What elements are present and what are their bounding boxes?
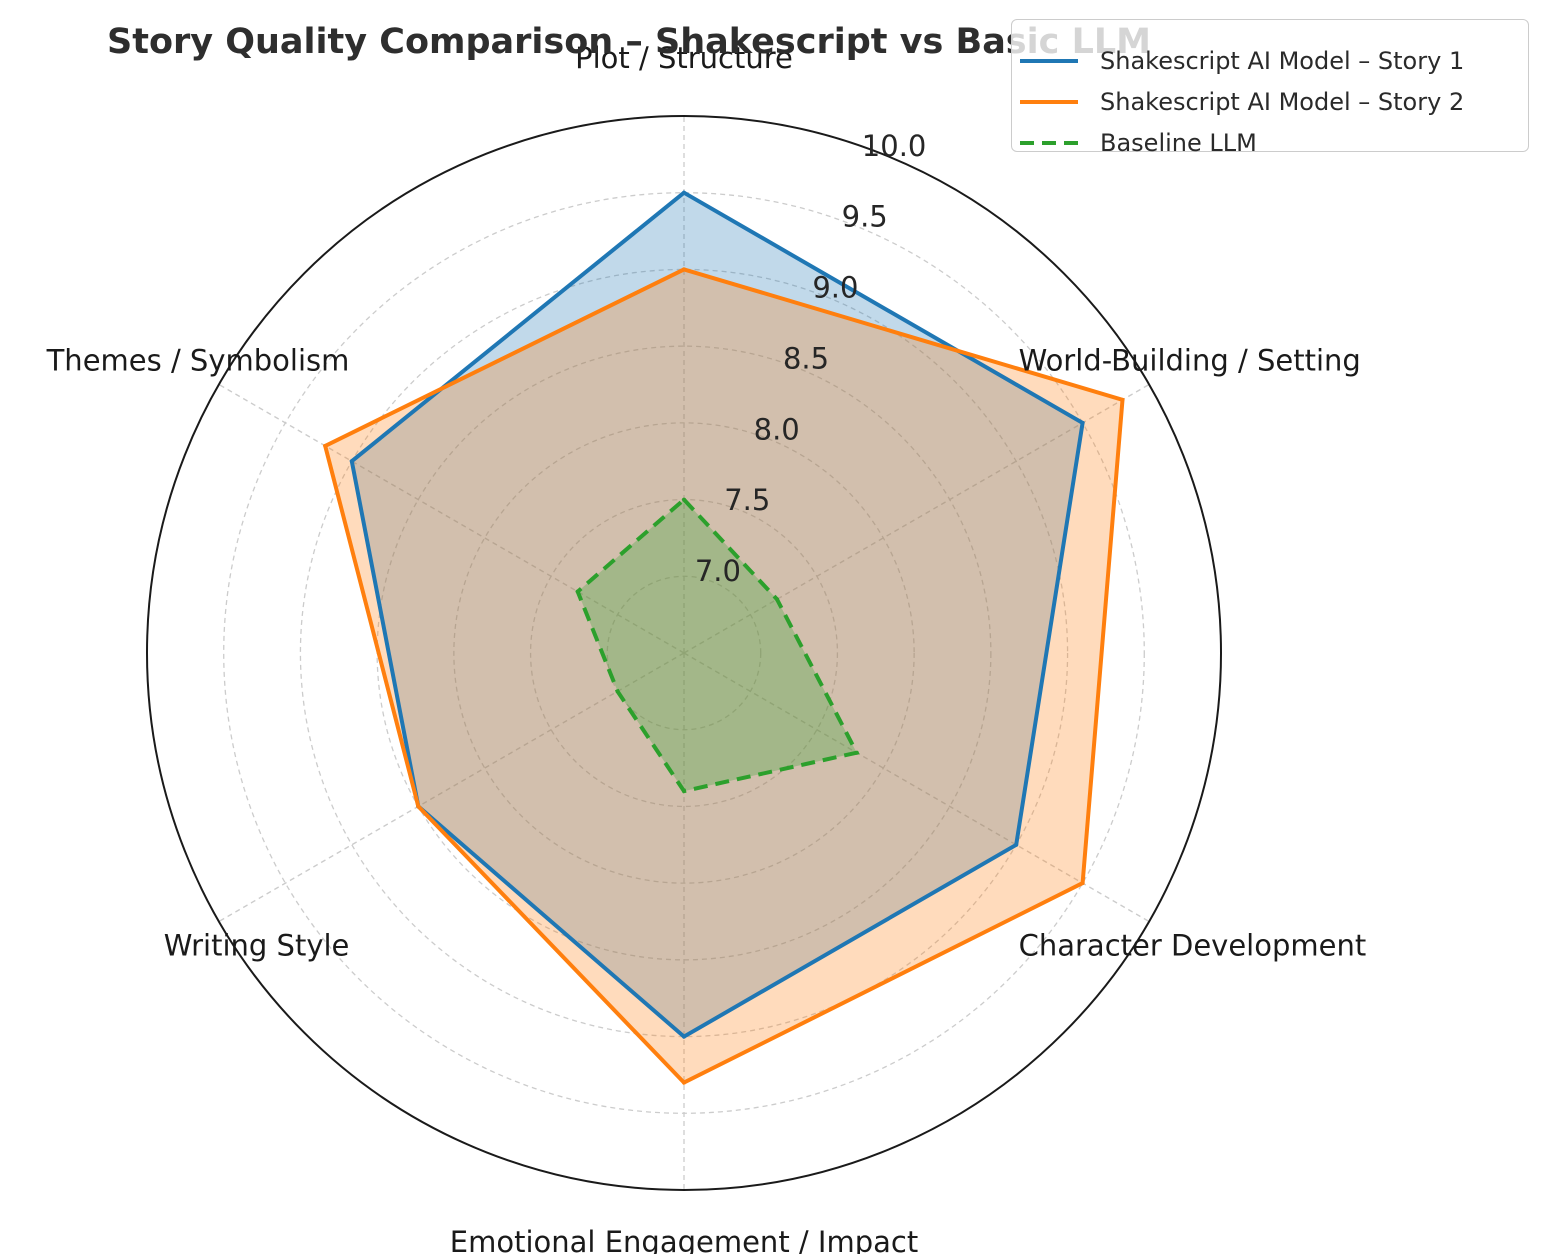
- series-fill-2: [577, 499, 857, 792]
- r-tick-label-8.5: 8.5: [783, 341, 829, 375]
- grid-circle-8.0: [453, 422, 915, 884]
- series-1-point-4: [416, 804, 421, 809]
- series-1-point-3: [682, 1080, 686, 1085]
- r-tick-label-7.5: 7.5: [724, 483, 770, 517]
- series-0-point-3: [682, 1034, 686, 1039]
- series-2-point-2: [854, 750, 859, 755]
- grid-circle-9.0: [299, 268, 1069, 1038]
- legend-swatch-story-1: [1020, 59, 1078, 63]
- r-tick-label-10.0: 10.0: [862, 129, 927, 163]
- r-tick-label-9.0: 9.0: [812, 271, 858, 305]
- category-label-2: Character Development: [1019, 929, 1367, 963]
- series-1-point-2: [1080, 881, 1085, 886]
- series-1-point-5: [323, 443, 328, 448]
- category-label-3: Emotional Engagement / Impact: [450, 1225, 918, 1254]
- category-label-0: Plot / Structure: [575, 41, 793, 75]
- polar-frame: [146, 115, 1222, 1191]
- r-tick-label-7.0: 7.0: [695, 554, 741, 588]
- series-2-point-4: [615, 689, 620, 694]
- series-fill-1: [325, 269, 1123, 1083]
- legend-label-story-1: Shakescript AI Model – Story 1: [1100, 47, 1465, 75]
- series-fill-0: [351, 192, 1083, 1037]
- series-0-point-0: [682, 190, 686, 195]
- legend-item-baseline: Baseline LLM: [1020, 126, 1257, 160]
- series-2-point-0: [682, 497, 686, 502]
- category-label-4: Writing Style: [164, 929, 350, 963]
- legend: Shakescript AI Model – Story 1 Shakescri…: [1011, 19, 1529, 157]
- series-2-point-1: [775, 597, 780, 602]
- chart-title: Story Quality Comparison – Shakescript v…: [107, 22, 1152, 62]
- series-2-point-3: [682, 789, 686, 794]
- legend-item-story-1: Shakescript AI Model – Story 1: [1020, 44, 1464, 78]
- legend-swatch-story-2: [1020, 100, 1078, 104]
- category-label-5: Themes / Symbolism: [46, 344, 350, 378]
- series-0-point-1: [1080, 420, 1085, 425]
- r-tick-label-8.0: 8.0: [754, 412, 800, 446]
- legend-item-story-2: Shakescript AI Model – Story 2: [1020, 85, 1464, 119]
- series-1-point-1: [1120, 397, 1125, 402]
- series-2-point-5: [575, 589, 580, 594]
- series-0-point-5: [349, 459, 354, 464]
- legend-label-baseline: Baseline LLM: [1100, 129, 1257, 157]
- legend-swatch-baseline: [1020, 141, 1078, 145]
- series-0-point-2: [1014, 842, 1019, 847]
- r-tick-label-9.5: 9.5: [842, 200, 888, 234]
- series-1-point-0: [682, 267, 686, 272]
- legend-label-story-2: Shakescript AI Model – Story 2: [1100, 88, 1465, 116]
- category-label-1: World-Building / Setting: [1019, 344, 1361, 378]
